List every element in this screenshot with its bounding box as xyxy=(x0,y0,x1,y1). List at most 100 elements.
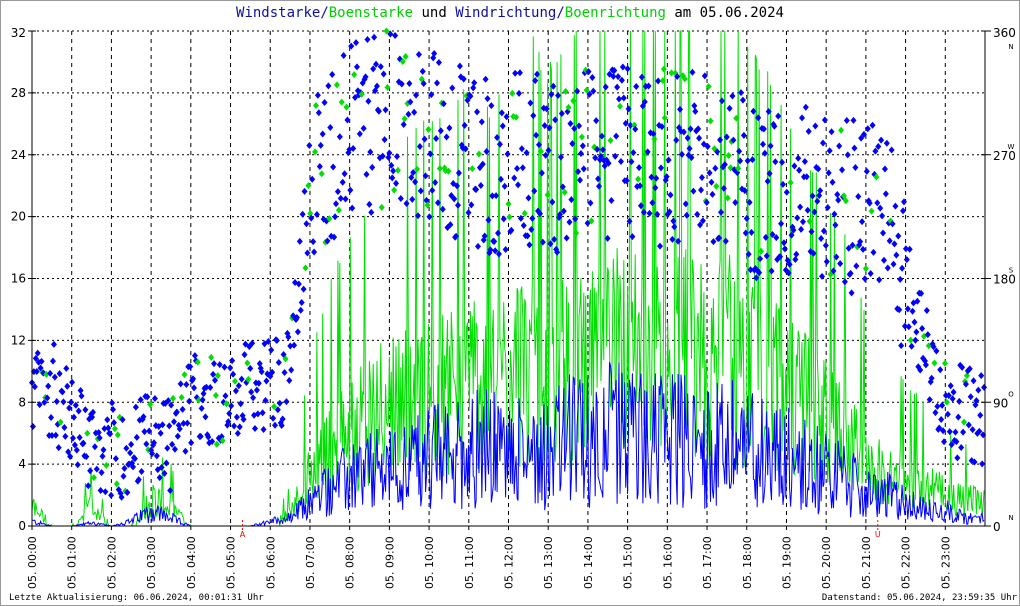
wind-direction-point xyxy=(492,247,499,255)
wind-direction-point xyxy=(415,50,422,58)
gust-direction-point xyxy=(724,194,731,202)
wind-direction-point xyxy=(412,178,419,186)
wind-direction-point xyxy=(191,352,198,360)
wind-direction-point xyxy=(836,142,843,150)
wind-direction-point xyxy=(166,422,173,430)
wind-direction-point xyxy=(926,396,933,404)
y2-tick-label: 90 xyxy=(993,396,1008,410)
wind-direction-point xyxy=(538,169,545,177)
wind-direction-point xyxy=(952,428,959,436)
wind-direction-point xyxy=(456,62,463,70)
wind-direction-point xyxy=(822,242,829,250)
wind-direction-point xyxy=(855,192,862,200)
wind-direction-point xyxy=(274,406,281,414)
wind-direction-point xyxy=(273,336,280,344)
wind-direction-point xyxy=(976,427,983,435)
wind-direction-point xyxy=(168,401,175,409)
wind-direction-point xyxy=(373,60,380,68)
wind-direction-point xyxy=(503,113,510,121)
wind-direction-point xyxy=(296,237,303,245)
wind-direction-point xyxy=(849,241,856,249)
wind-direction-point xyxy=(644,148,651,156)
gust-direction-point xyxy=(659,77,666,85)
gust-direction-point xyxy=(244,359,251,367)
wind-direction-point xyxy=(670,217,677,225)
wind-direction-point xyxy=(434,79,441,87)
wind-direction-point xyxy=(779,180,786,188)
wind-direction-point xyxy=(470,84,477,92)
wind-direction-point xyxy=(828,128,835,136)
wind-direction-point xyxy=(875,142,882,150)
wind-direction-point xyxy=(924,331,931,339)
wind-direction-point xyxy=(954,454,961,462)
gust-direction-point xyxy=(401,115,408,123)
wind-direction-point xyxy=(744,157,751,165)
wind-direction-point xyxy=(349,204,356,212)
wind-direction-point xyxy=(797,203,804,211)
wind-direction-point xyxy=(613,132,620,140)
wind-direction-point xyxy=(922,361,929,369)
gust-direction-point xyxy=(305,182,312,190)
gust-direction-point xyxy=(707,117,714,125)
wind-direction-point xyxy=(364,36,371,44)
wind-direction-point xyxy=(576,122,583,130)
wind-direction-point xyxy=(449,84,456,92)
wind-direction-point xyxy=(825,169,832,177)
wind-direction-point xyxy=(443,133,450,141)
wind-direction-point xyxy=(843,116,850,124)
wind-direction-point xyxy=(592,154,599,162)
wind-direction-point xyxy=(422,172,429,180)
gust-direction-point xyxy=(475,150,482,158)
wind-direction-point xyxy=(77,386,84,394)
wind-direction-point xyxy=(708,178,715,186)
wind-direction-point xyxy=(388,161,395,169)
wind-direction-point xyxy=(431,50,438,58)
wind-direction-point xyxy=(186,397,193,405)
wind-direction-point xyxy=(640,208,647,216)
gust-direction-point xyxy=(651,135,658,143)
wind-direction-point xyxy=(826,147,833,155)
gust-direction-point xyxy=(312,148,319,156)
wind-direction-point xyxy=(269,368,276,376)
wind-direction-point xyxy=(173,408,180,416)
x-tick-label: 05. 10:00 xyxy=(423,536,436,589)
wind-direction-point xyxy=(209,438,216,446)
wind-direction-point xyxy=(78,392,85,400)
wind-direction-point xyxy=(454,201,461,209)
wind-direction-point xyxy=(833,253,840,261)
wind-direction-point xyxy=(279,415,286,423)
gust-direction-point xyxy=(425,125,432,133)
wind-direction-point xyxy=(465,209,472,217)
wind-direction-point xyxy=(610,72,617,80)
wind-direction-point xyxy=(68,398,75,406)
wind-direction-point xyxy=(656,121,663,129)
wind-direction-point xyxy=(141,428,148,436)
wind-direction-point xyxy=(772,158,779,166)
wind-direction-point xyxy=(571,125,578,133)
wind-direction-point xyxy=(747,266,754,274)
wind-direction-point xyxy=(738,89,745,97)
wind-direction-point xyxy=(183,380,190,388)
wind-direction-point xyxy=(489,192,496,200)
wind-direction-point xyxy=(435,58,442,66)
wind-direction-point xyxy=(783,188,790,196)
gust-direction-point xyxy=(758,247,765,255)
gust-direction-point xyxy=(505,200,512,208)
wind-direction-point xyxy=(629,233,636,241)
wind-direction-point xyxy=(176,425,183,433)
wind-direction-point xyxy=(909,307,916,315)
wind-direction-point xyxy=(97,487,104,495)
wind-direction-point xyxy=(286,376,293,384)
gust-direction-point xyxy=(343,103,350,111)
wind-direction-point xyxy=(947,382,954,390)
wind-direction-point xyxy=(270,414,277,422)
wind-direction-point xyxy=(525,194,532,202)
y-tick-label: 4 xyxy=(18,457,26,471)
gust-direction-point xyxy=(840,192,847,200)
wind-direction-point xyxy=(895,232,902,240)
gust-direction-point xyxy=(521,209,528,217)
wind-direction-point xyxy=(948,441,955,449)
wind-direction-point xyxy=(821,116,828,124)
wind-direction-point xyxy=(979,460,986,468)
wind-direction-point xyxy=(545,146,552,154)
